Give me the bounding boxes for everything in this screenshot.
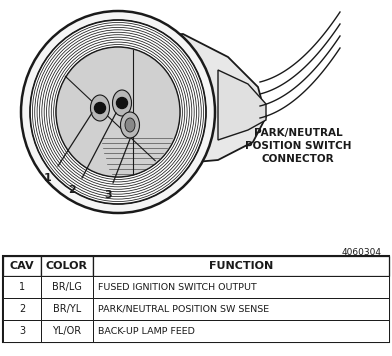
Bar — [3, 256, 41, 276]
Polygon shape — [218, 70, 266, 140]
Circle shape — [116, 98, 127, 109]
Bar — [41, 320, 93, 342]
Bar — [93, 256, 389, 276]
Ellipse shape — [125, 118, 135, 132]
Text: 2: 2 — [68, 185, 76, 195]
Text: 4060304: 4060304 — [342, 248, 382, 257]
Bar — [3, 298, 41, 320]
Ellipse shape — [120, 112, 140, 138]
Text: 3: 3 — [104, 190, 112, 200]
Text: BACK-UP LAMP FEED: BACK-UP LAMP FEED — [98, 326, 195, 335]
Ellipse shape — [56, 47, 180, 177]
Text: 2: 2 — [19, 304, 25, 314]
Text: FUNCTION: FUNCTION — [209, 261, 273, 271]
Bar — [41, 276, 93, 298]
Bar — [3, 320, 41, 342]
Bar — [3, 276, 41, 298]
Circle shape — [94, 103, 105, 114]
Text: CONNECTOR: CONNECTOR — [262, 154, 334, 164]
Bar — [93, 276, 389, 298]
Text: FUSED IGNITION SWITCH OUTPUT: FUSED IGNITION SWITCH OUTPUT — [98, 283, 257, 292]
Bar — [41, 256, 93, 276]
Text: BR/LG: BR/LG — [52, 282, 82, 292]
Ellipse shape — [21, 11, 215, 213]
Text: POSITION SWITCH: POSITION SWITCH — [245, 141, 351, 151]
Ellipse shape — [113, 90, 131, 116]
Text: COLOR: COLOR — [46, 261, 88, 271]
Bar — [93, 298, 389, 320]
Text: PARK/NEUTRAL POSITION SW SENSE: PARK/NEUTRAL POSITION SW SENSE — [98, 304, 269, 314]
Text: CAV: CAV — [10, 261, 34, 271]
Text: 1: 1 — [19, 282, 25, 292]
Bar — [3, 256, 389, 342]
Polygon shape — [113, 34, 266, 164]
Text: PARK/NEUTRAL: PARK/NEUTRAL — [254, 128, 342, 138]
Bar — [93, 320, 389, 342]
Ellipse shape — [91, 95, 109, 121]
Text: YL/OR: YL/OR — [53, 326, 82, 336]
Text: BR/YL: BR/YL — [53, 304, 81, 314]
Text: 1: 1 — [44, 173, 52, 183]
Text: 3: 3 — [19, 326, 25, 336]
Bar — [41, 298, 93, 320]
Ellipse shape — [30, 20, 206, 204]
